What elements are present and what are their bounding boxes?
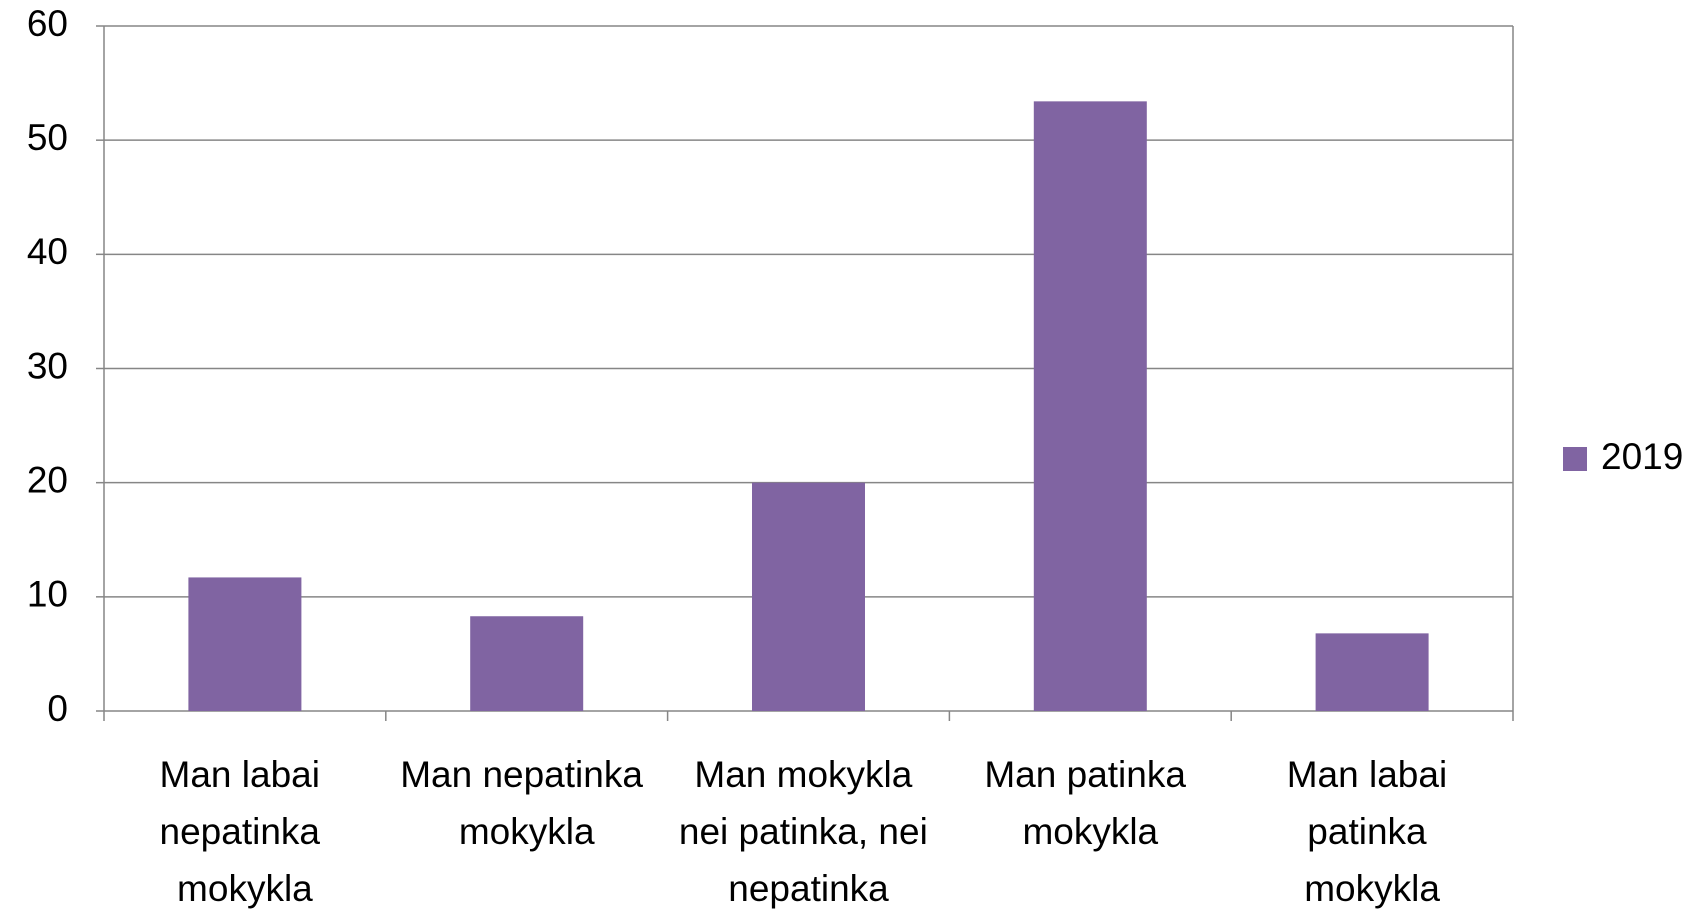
y-tick-label: 30 [27,345,68,386]
x-tick-label-line: patinka [1307,811,1437,852]
legend-label: 2019 [1601,436,1683,477]
x-tick-label-line: nepatinka [728,868,889,909]
bar [470,616,584,711]
x-tick-label-line: mokykla [1022,811,1158,852]
y-tick-label: 40 [27,231,68,272]
x-tick-label: Man mokykla nei patinka, nei nepatinka [679,754,938,909]
x-tick-label-line: Man labai [1287,754,1458,795]
bar [188,577,302,711]
x-tick-label-line: mokykla [459,811,595,852]
legend-swatch [1563,447,1587,471]
x-tick-label-line: Man labai [160,754,331,795]
x-tick-label: Man labai patinka mokykla [1287,754,1458,909]
x-tick-label-line: mokykla [177,868,313,909]
x-tick-label-line: nepatinka [160,811,331,852]
y-tick-label: 10 [27,574,68,615]
x-tick-label-line: Man nepatinka [400,754,653,795]
y-tick-label: 20 [27,459,68,500]
bar [1033,101,1147,712]
bar [1315,633,1429,711]
x-tick-label-line: Man patinka [984,754,1196,795]
x-tick-label: Man labai nepatinka mokykla [160,754,331,909]
bar [752,482,865,711]
x-tick-label: Man nepatinka mokykla [400,754,653,852]
y-tick-label: 50 [27,117,68,158]
x-tick-label: Man patinka mokykla [984,754,1196,852]
y-tick-label: 60 [27,3,68,44]
x-tick-label-line: Man mokykla [694,754,922,795]
x-tick-label-line: mokykla [1304,868,1440,909]
y-tick-label: 0 [47,688,68,729]
x-tick-label-line: nei patinka, nei [679,811,938,852]
